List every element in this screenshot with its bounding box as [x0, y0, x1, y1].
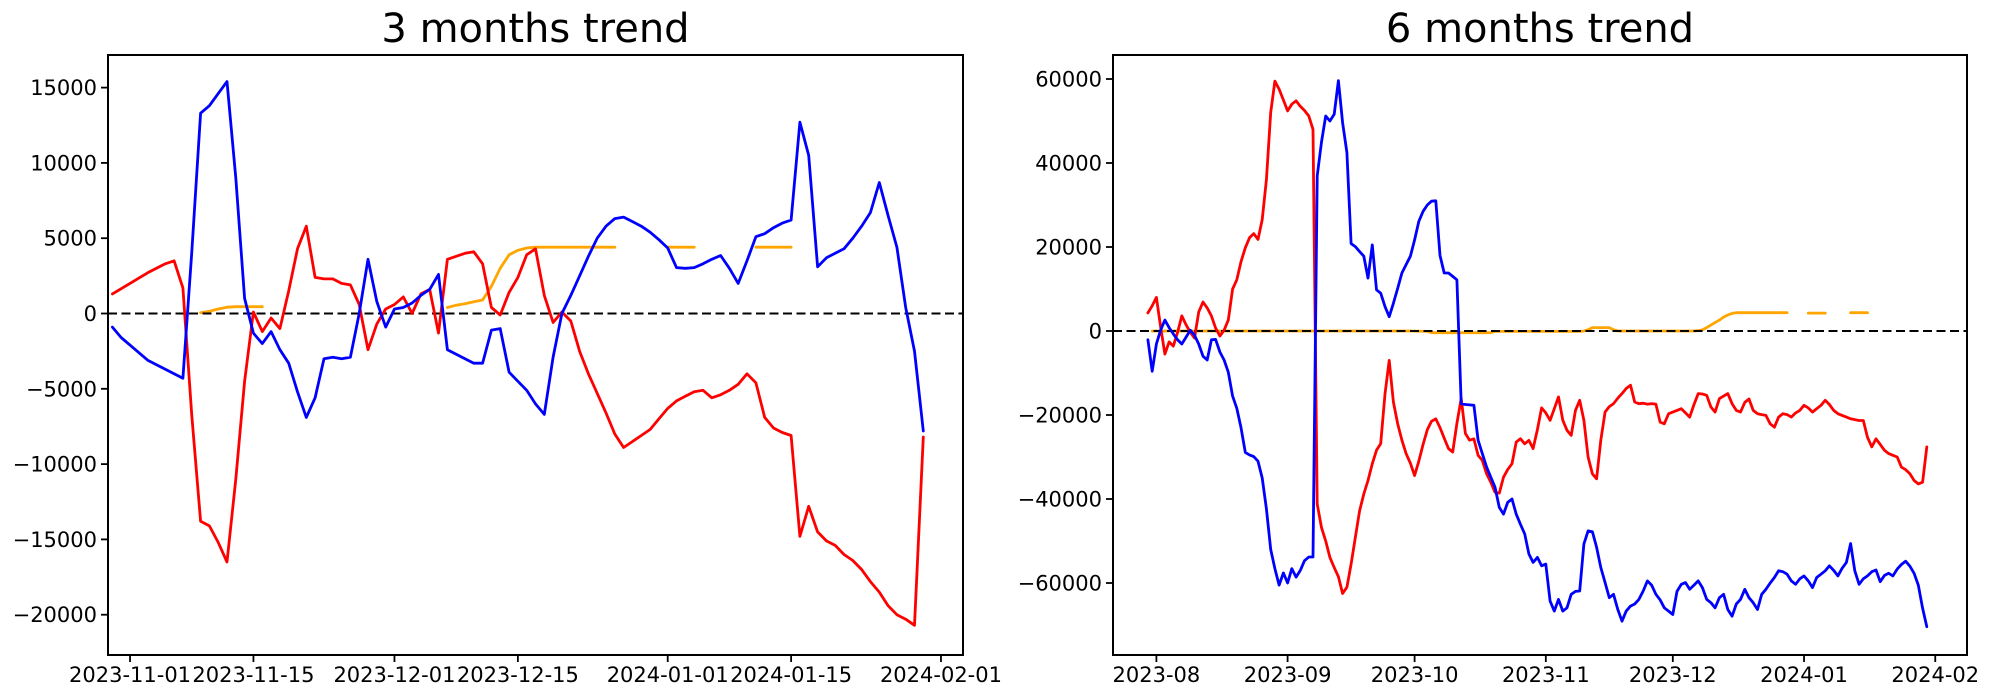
x-tick-label: 2023-11-01 [69, 663, 191, 687]
x-tick-label: 2023-12-15 [457, 663, 579, 687]
y-tick-label: 0 [84, 302, 97, 326]
x-tick-label: 2023-12-01 [333, 663, 455, 687]
axes-box [107, 54, 964, 656]
x-tick-label: 2024-02 [1891, 663, 1979, 687]
x-tick-label: 2023-10 [1371, 663, 1459, 687]
series-line-red [111, 224, 925, 627]
x-tick-label: 2024-01-01 [607, 663, 729, 687]
y-tick-label: 0 [1089, 319, 1102, 343]
y-tick-label: 5000 [44, 227, 97, 251]
y-tick-label: −60000 [1018, 571, 1102, 595]
chart-title-3-months: 3 months trend [381, 6, 690, 52]
y-tick-label: −15000 [13, 528, 97, 552]
y-tick-label: −20000 [13, 603, 97, 627]
x-tick-label: 2024-01 [1760, 663, 1848, 687]
series-line-red [1146, 79, 1929, 595]
series-line-orange [445, 245, 617, 309]
y-tick-label: −10000 [13, 453, 97, 477]
x-tick-label: 2024-02-01 [880, 663, 1002, 687]
y-tick-label: 15000 [30, 76, 97, 100]
x-tick-label: 2023-09 [1244, 663, 1332, 687]
x-tick-label: 2023-11-15 [192, 663, 314, 687]
x-tick-label: 2023-12 [1629, 663, 1717, 687]
y-tick-label: −20000 [1018, 403, 1102, 427]
series-line-blue [111, 80, 925, 433]
y-tick-label: 10000 [30, 151, 97, 175]
y-tick-label: 20000 [1035, 235, 1102, 259]
x-tick-label: 2024-01-15 [730, 663, 852, 687]
series-line-orange [199, 305, 264, 315]
y-tick-label: 40000 [1035, 151, 1102, 175]
y-tick-label: 60000 [1035, 67, 1102, 91]
chart-title-6-months: 6 months trend [1385, 6, 1695, 52]
axes-box [1112, 54, 1968, 656]
x-tick-label: 2023-11 [1502, 663, 1590, 687]
y-tick-label: −5000 [26, 377, 97, 401]
y-tick-label: −40000 [1018, 487, 1102, 511]
series-line-orange [1150, 311, 1789, 335]
series-line-blue [1146, 79, 1929, 629]
x-tick-label: 2023-08 [1113, 663, 1201, 687]
